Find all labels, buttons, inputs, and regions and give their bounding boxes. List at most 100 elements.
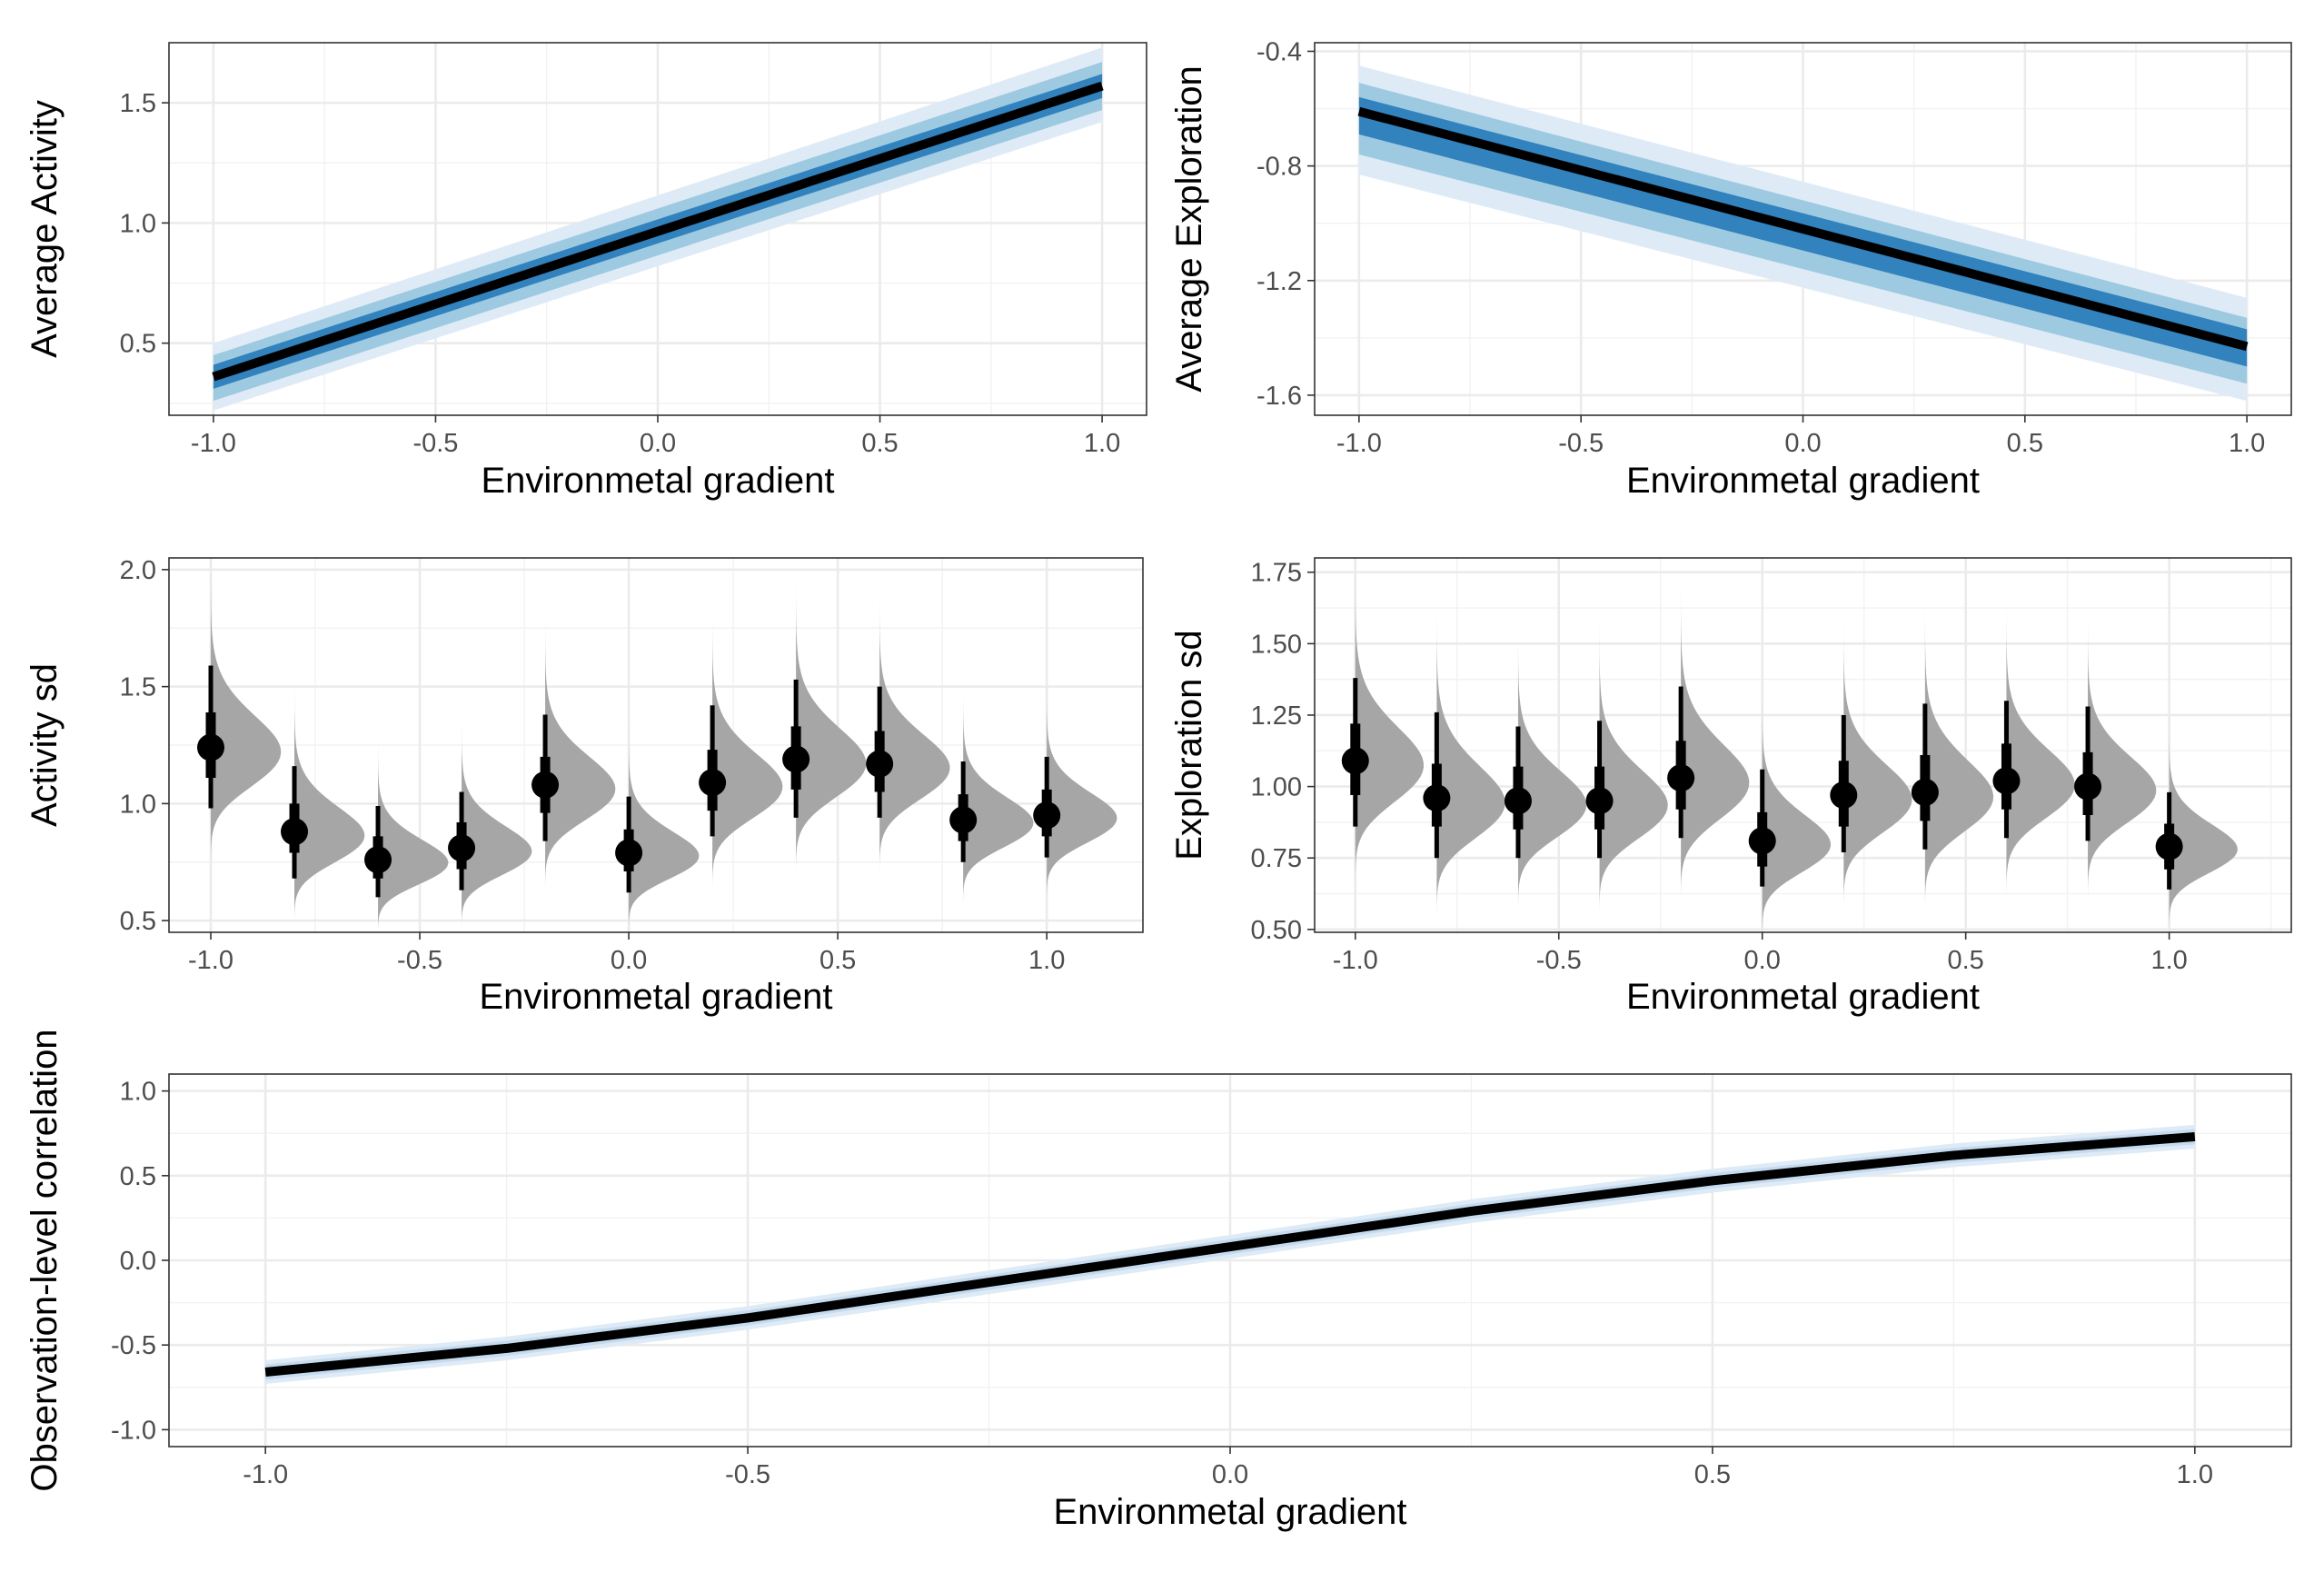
y-tick-label: 1.5 <box>120 89 156 118</box>
x-axis-title: Environmetal gradient <box>1053 1492 1406 1532</box>
x-axis-title: Environmetal gradient <box>1626 461 1980 501</box>
plot-area <box>197 558 1117 932</box>
posterior-density <box>1843 606 1912 908</box>
posterior-density <box>462 710 532 929</box>
y-axis-title: Observation-level correlation <box>25 1029 65 1491</box>
panel-p1: -1.0 -0.5 0.0 0.5 1.0 0.5 1.0 1.5 Environmetal g… <box>25 42 1147 501</box>
posterior-density <box>796 568 867 873</box>
panel-border <box>1314 42 2292 416</box>
median-point <box>1033 801 1061 830</box>
panel-border <box>168 1073 2292 1448</box>
x-tick-label: -1.0 <box>191 429 236 458</box>
median-point <box>1423 784 1451 812</box>
median-point <box>197 733 225 761</box>
x-axis-title: Environmetal gradient <box>479 977 832 1017</box>
median-point <box>1911 778 1939 806</box>
median-point <box>1341 747 1369 775</box>
plot-area <box>1357 65 2249 402</box>
x-tick-label: 0.0 <box>1784 429 1821 458</box>
median-line <box>264 1131 2196 1377</box>
plot-area <box>1341 558 2238 932</box>
posterior-density <box>1924 592 1994 910</box>
y-tick-label: 2.0 <box>120 556 156 585</box>
y-tick-label: 1.0 <box>120 209 156 238</box>
panel-border <box>1314 557 2292 933</box>
median-point <box>2155 832 2183 861</box>
median-point <box>1830 781 1858 810</box>
x-tick-label: 1.0 <box>2229 429 2265 458</box>
median-line <box>1357 106 2249 352</box>
median-point <box>1504 787 1532 815</box>
median-point <box>531 771 560 799</box>
x-tick-label: -0.5 <box>1558 429 1604 458</box>
posterior-density <box>963 683 1034 904</box>
y-axis-title: Average Exploration <box>1169 65 1209 393</box>
median-point <box>615 839 643 867</box>
median-point <box>699 769 727 797</box>
x-tick-label: 0.5 <box>861 429 898 458</box>
x-tick-label: -1.0 <box>243 1460 288 1489</box>
y-axis-title: Average Activity <box>25 100 65 358</box>
y-tick-label: 1.50 <box>1251 630 1302 659</box>
plot-area <box>264 1124 2196 1385</box>
median-point <box>1585 787 1614 815</box>
panel-border <box>168 42 1147 416</box>
panel-p2: -1.0 -0.5 0.0 0.5 1.0 -1.6 -1.2 -0.8 -0.4 Environ… <box>1169 37 2292 501</box>
x-tick-label: 0.5 <box>1948 946 1984 975</box>
median-point <box>1667 764 1695 792</box>
y-axis-title: Exploration sd <box>1169 630 1209 860</box>
median-point <box>364 846 392 874</box>
y-tick-label: 0.5 <box>120 1162 156 1191</box>
x-tick-label: 0.0 <box>1212 1460 1248 1489</box>
y-tick-label: -1.2 <box>1256 267 1302 296</box>
x-tick-label: 0.5 <box>2007 429 2043 458</box>
median-point <box>949 806 978 834</box>
median-line <box>212 81 1104 382</box>
y-tick-label: 0.5 <box>120 330 156 359</box>
x-tick-label: 1.0 <box>1028 946 1065 975</box>
panel-p5: -1.0 -0.5 0.0 0.5 1.0 -1.0 -0.5 0.0 0.5 1.0 Enviro… <box>25 1029 2292 1532</box>
x-tick-label: 1.0 <box>1084 429 1120 458</box>
median-point <box>1992 767 2021 795</box>
x-tick-label: 0.0 <box>611 946 647 975</box>
posterior-density <box>1436 593 1505 915</box>
median-point <box>866 750 894 778</box>
y-tick-label: 1.75 <box>1251 559 1302 588</box>
y-tick-label: -1.6 <box>1256 382 1302 411</box>
x-tick-label: 0.0 <box>640 429 676 458</box>
posterior-density <box>1681 570 1750 900</box>
posterior-density <box>2169 715 2238 930</box>
posterior-density <box>545 607 616 890</box>
x-tick-label: -0.5 <box>397 946 442 975</box>
posterior-density <box>2006 594 2075 895</box>
x-tick-label: 0.0 <box>1744 946 1781 975</box>
plot-area <box>212 47 1104 411</box>
posterior-density <box>1355 558 1425 885</box>
median-point <box>1748 827 1776 855</box>
y-tick-label: 1.0 <box>120 1078 156 1107</box>
x-axis-title: Environmetal gradient <box>1626 977 1980 1017</box>
y-tick-label: 0.0 <box>120 1247 156 1276</box>
y-tick-label: 0.5 <box>120 907 156 936</box>
x-tick-label: -0.5 <box>725 1460 770 1489</box>
posterior-density <box>879 585 950 872</box>
x-tick-label: 0.5 <box>1694 1460 1731 1489</box>
x-tick-label: -1.0 <box>1336 429 1382 458</box>
x-axis-title: Environmetal gradient <box>481 461 834 501</box>
y-tick-label: 1.5 <box>120 673 156 702</box>
x-tick-label: -0.5 <box>1536 946 1582 975</box>
posterior-density <box>211 558 282 865</box>
x-tick-label: -0.5 <box>412 429 458 458</box>
panel-border <box>168 557 1144 933</box>
posterior-density <box>378 733 449 932</box>
y-tick-label: 1.00 <box>1251 773 1302 802</box>
panel-p4: -1.0 -0.5 0.0 0.5 1.0 0.50 0.75 1.00 1.25 1.50 1.7… <box>1169 557 2292 1017</box>
x-tick-label: 1.0 <box>2150 946 2187 975</box>
posterior-density <box>1762 681 1831 932</box>
posterior-density <box>1047 680 1117 900</box>
y-tick-label: -0.8 <box>1256 153 1302 182</box>
median-point <box>448 834 476 862</box>
x-tick-label: 0.5 <box>819 946 856 975</box>
y-tick-label: 0.50 <box>1251 916 1302 945</box>
